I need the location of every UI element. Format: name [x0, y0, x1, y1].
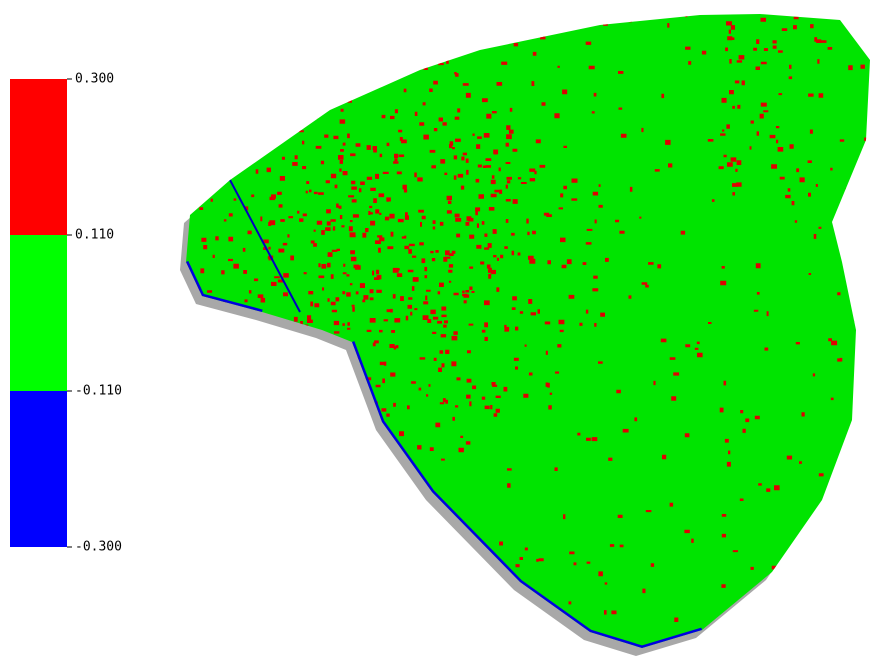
legend-tick-label: -0.300 [75, 540, 122, 555]
legend-tick-label: -0.110 [75, 384, 122, 399]
viewport: 0.300 0.110 -0.110 -0.300 [0, 0, 881, 659]
page: {"legend": {"ticks": [ {"value": 0.3, "l… [0, 0, 881, 659]
legend-band [10, 391, 67, 547]
legend-band [10, 235, 67, 391]
legend-tick-label: 0.300 [75, 72, 114, 87]
deviation-surface [0, 0, 881, 659]
color-legend: 0.300 0.110 -0.110 -0.300 [10, 72, 122, 555]
surface-base [0, 0, 881, 659]
legend-tick-label: 0.110 [75, 228, 114, 243]
legend-band [10, 79, 67, 235]
